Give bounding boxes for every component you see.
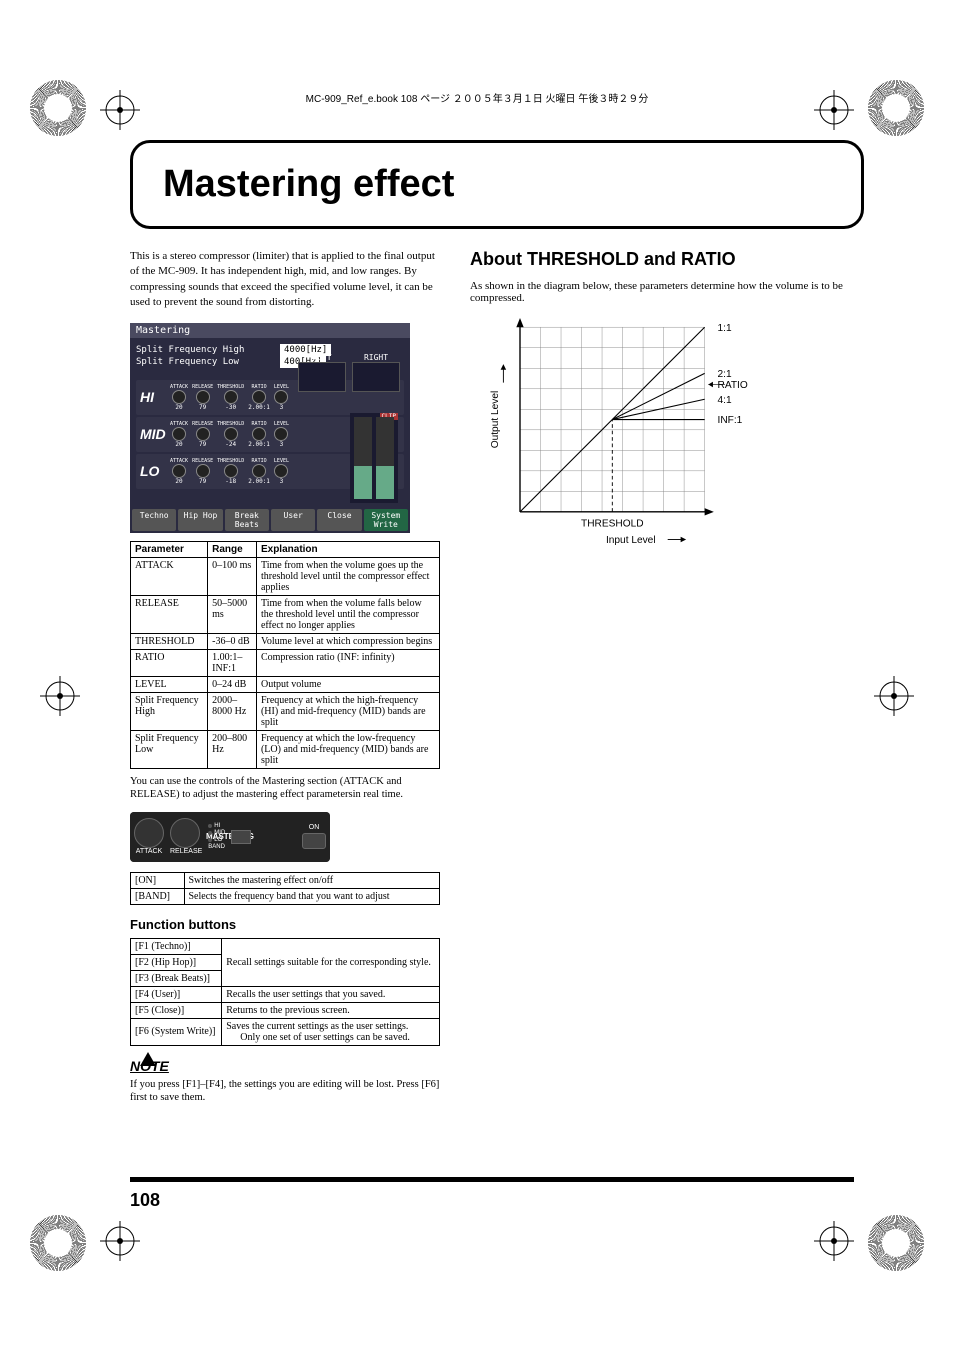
screenshot-button: System Write (364, 509, 408, 531)
threshold-ratio-chart: 1:1 RATIO2:1 4:1 INF:1 Output Level THRESHOLD… (470, 318, 810, 558)
table-row: [F4 (User)]Recalls the user settings tha… (131, 986, 440, 1002)
table-header: Parameter (131, 541, 208, 557)
screenshot-mastering: Mastering Split Frequency High 4000[Hz] … (130, 323, 410, 533)
table-row: Split Frequency High2000–8000 HzFrequenc… (131, 692, 440, 730)
parameters-table: ParameterRangeExplanation ATTACK0–100 ms… (130, 541, 440, 769)
table-header: Explanation (256, 541, 439, 557)
table-row: Split Frequency Low200–800 HzFrequency a… (131, 730, 440, 768)
screenshot-button: User (271, 509, 315, 531)
function-buttons-table: [F1 (Techno)]Recall settings suitable fo… (130, 938, 440, 1046)
table-header: Range (208, 541, 257, 557)
svg-text:Input Level: Input Level (606, 535, 656, 546)
page-number: 108 (130, 1190, 854, 1211)
section-title: About THRESHOLD and RATIO (470, 249, 864, 270)
section-intro: As shown in the diagram below, these par… (470, 280, 864, 304)
svg-text:4:1: 4:1 (718, 395, 732, 406)
svg-text:INF:1: INF:1 (718, 415, 743, 426)
output-meter: CLIP (350, 413, 398, 503)
table-row: [ON]Switches the mastering effect on/off (131, 872, 440, 888)
switch-table: [ON]Switches the mastering effect on/off… (130, 872, 440, 905)
crop-mark-icon (814, 1221, 854, 1261)
screenshot-button: Techno (132, 509, 176, 531)
on-button-group: ON (302, 824, 326, 849)
table-row: ATTACK0–100 msTime from when the volume … (131, 557, 440, 595)
table-row: [F1 (Techno)]Recall settings suitable fo… (131, 938, 440, 954)
band-leds: HI MID LO BAND (208, 823, 225, 850)
table-row: [BAND]Selects the frequency band that yo… (131, 888, 440, 904)
table-row: RELEASE50–5000 msTime from when the volu… (131, 595, 440, 633)
meter-right: RIGHT (352, 353, 400, 392)
crop-mark-radial (30, 1215, 86, 1271)
screenshot-title: Mastering (130, 323, 410, 338)
attack-knob[interactable]: ATTACK (134, 818, 164, 855)
svg-text:RATIO: RATIO (718, 380, 748, 391)
crop-mark-icon (100, 1221, 140, 1261)
table-row: THRESHOLD-36–0 dBVolume level at which c… (131, 633, 440, 649)
band-button[interactable] (231, 830, 251, 844)
note-text: If you press [F1]–[F4], the settings you… (130, 1078, 440, 1105)
crop-mark-icon (40, 676, 80, 716)
crop-mark-icon (874, 676, 914, 716)
svg-text:1:1: 1:1 (718, 323, 732, 334)
intro-text: This is a stereo compressor (limiter) th… (130, 249, 440, 311)
screenshot-button: Close (317, 509, 361, 531)
table-row: [F5 (Close)]Returns to the previous scre… (131, 1002, 440, 1018)
title-box: Mastering effect (130, 140, 864, 229)
screenshot-button: Break Beats (225, 509, 269, 531)
crop-mark-radial (30, 80, 86, 136)
screenshot-button: Hip Hop (178, 509, 222, 531)
svg-text:2:1: 2:1 (718, 369, 732, 380)
function-buttons-heading: Function buttons (130, 917, 440, 932)
svg-text:Output Level: Output Level (490, 391, 501, 449)
table-row: RATIO1.00:1–INF:1Compression ratio (INF:… (131, 649, 440, 676)
print-header: MC-909_Ref_e.book 108 ページ ２００５年３月１日 火曜日 … (120, 90, 834, 105)
crop-mark-radial (868, 1215, 924, 1271)
on-button[interactable] (302, 833, 326, 849)
meter-left: LEFT (298, 353, 346, 392)
table-row: LEVEL0–24 dBOutput volume (131, 676, 440, 692)
release-knob[interactable]: RELEASE (170, 818, 202, 855)
table-row: [F6 (System Write)]Saves the current set… (131, 1018, 440, 1045)
freq-low-label: Split Frequency Low (136, 357, 276, 367)
note-icon: NOTE (130, 1058, 440, 1074)
svg-text:THRESHOLD: THRESHOLD (581, 519, 644, 530)
page-title: Mastering effect (163, 163, 831, 206)
freq-high-label: Split Frequency High (136, 345, 276, 355)
table-note: You can use the controls of the Masterin… (130, 775, 440, 802)
crop-mark-radial (868, 80, 924, 136)
